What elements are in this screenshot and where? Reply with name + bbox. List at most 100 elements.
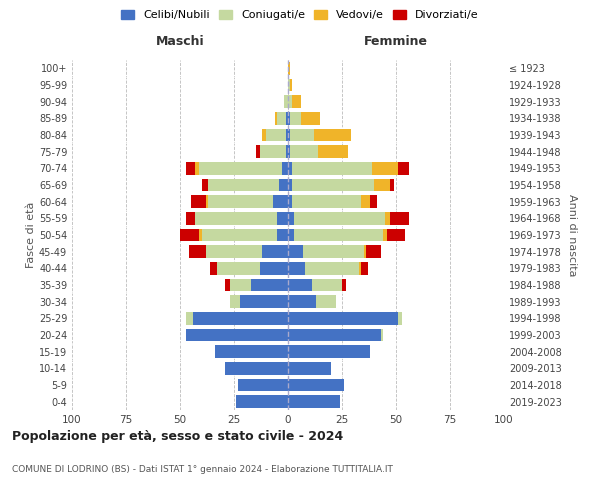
Text: Femmine: Femmine xyxy=(364,36,428,49)
Bar xyxy=(191,196,206,208)
Bar xyxy=(398,312,403,324)
Bar xyxy=(288,212,295,224)
Bar xyxy=(314,129,350,141)
Bar xyxy=(256,146,260,158)
Bar xyxy=(230,296,241,308)
Bar xyxy=(385,212,389,224)
Bar xyxy=(226,362,288,374)
Bar xyxy=(288,396,340,408)
Bar xyxy=(305,262,359,274)
Bar xyxy=(238,379,288,391)
Bar xyxy=(288,312,398,324)
Bar xyxy=(366,246,381,258)
Bar xyxy=(286,146,288,158)
Bar xyxy=(290,79,292,92)
Bar xyxy=(288,362,331,374)
Bar xyxy=(275,112,277,124)
Text: Popolazione per età, sesso e stato civile - 2024: Popolazione per età, sesso e stato civil… xyxy=(12,430,343,443)
Bar xyxy=(288,346,370,358)
Bar xyxy=(208,196,273,208)
Bar xyxy=(241,296,288,308)
Bar xyxy=(187,212,195,224)
Bar xyxy=(292,196,361,208)
Bar xyxy=(292,162,372,174)
Bar xyxy=(370,196,377,208)
Bar xyxy=(316,296,335,308)
Bar xyxy=(374,179,389,192)
Bar xyxy=(260,262,288,274)
Bar xyxy=(199,229,202,241)
Bar xyxy=(301,112,320,124)
Bar xyxy=(295,212,385,224)
Bar xyxy=(215,346,288,358)
Bar xyxy=(318,146,349,158)
Bar xyxy=(187,312,193,324)
Bar xyxy=(288,79,290,92)
Bar xyxy=(290,112,301,124)
Bar xyxy=(361,262,368,274)
Bar xyxy=(288,262,305,274)
Bar xyxy=(364,246,366,258)
Y-axis label: Fasce di età: Fasce di età xyxy=(26,202,36,268)
Bar xyxy=(281,162,288,174)
Bar xyxy=(266,129,286,141)
Bar xyxy=(195,162,199,174)
Bar xyxy=(288,129,290,141)
Bar xyxy=(202,179,208,192)
Bar xyxy=(290,146,318,158)
Bar xyxy=(359,262,361,274)
Bar xyxy=(288,179,292,192)
Bar xyxy=(292,179,374,192)
Bar xyxy=(398,162,409,174)
Text: COMUNE DI LODRINO (BS) - Dati ISTAT 1° gennaio 2024 - Elaborazione TUTTITALIA.IT: COMUNE DI LODRINO (BS) - Dati ISTAT 1° g… xyxy=(12,465,393,474)
Bar xyxy=(288,146,290,158)
Bar xyxy=(288,62,290,74)
Bar xyxy=(303,246,364,258)
Bar xyxy=(288,196,292,208)
Bar xyxy=(286,112,288,124)
Bar xyxy=(206,196,208,208)
Bar xyxy=(361,196,370,208)
Bar xyxy=(262,129,266,141)
Bar xyxy=(193,312,288,324)
Bar xyxy=(284,96,288,108)
Bar xyxy=(288,162,292,174)
Bar xyxy=(277,112,286,124)
Bar xyxy=(292,96,301,108)
Bar xyxy=(389,179,394,192)
Bar xyxy=(277,229,288,241)
Bar xyxy=(180,229,199,241)
Bar xyxy=(342,279,346,291)
Bar xyxy=(277,212,288,224)
Bar xyxy=(290,129,314,141)
Bar xyxy=(288,296,316,308)
Bar xyxy=(251,279,288,291)
Bar xyxy=(280,179,288,192)
Bar xyxy=(312,279,342,291)
Bar xyxy=(226,279,230,291)
Bar xyxy=(388,229,404,241)
Legend: Celibi/Nubili, Coniugati/e, Vedovi/e, Divorziati/e: Celibi/Nubili, Coniugati/e, Vedovi/e, Di… xyxy=(117,6,483,25)
Bar xyxy=(206,246,262,258)
Bar xyxy=(199,162,281,174)
Bar xyxy=(187,329,288,341)
Bar xyxy=(288,229,295,241)
Bar xyxy=(273,196,288,208)
Bar xyxy=(236,396,288,408)
Bar xyxy=(295,229,383,241)
Bar xyxy=(286,129,288,141)
Bar xyxy=(288,96,292,108)
Bar xyxy=(372,162,398,174)
Bar xyxy=(262,246,288,258)
Bar xyxy=(288,112,290,124)
Bar xyxy=(288,246,303,258)
Bar xyxy=(195,212,277,224)
Bar xyxy=(187,162,195,174)
Bar xyxy=(210,262,217,274)
Bar xyxy=(202,229,277,241)
Bar xyxy=(208,179,280,192)
Bar xyxy=(217,262,260,274)
Bar xyxy=(260,146,286,158)
Y-axis label: Anni di nascita: Anni di nascita xyxy=(567,194,577,276)
Bar xyxy=(188,246,206,258)
